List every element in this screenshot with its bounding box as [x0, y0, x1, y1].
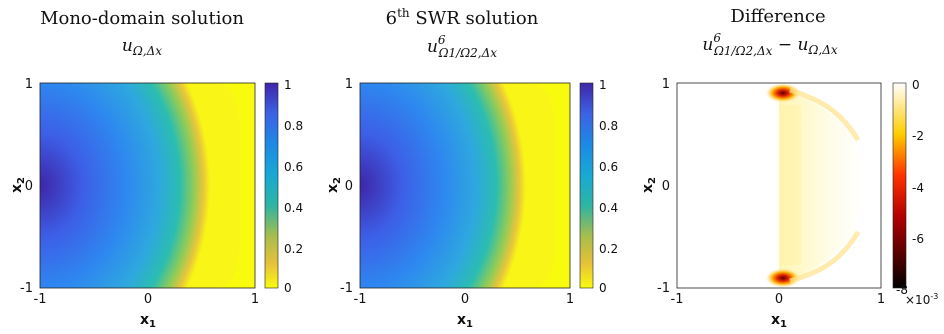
panel3-heatmap: [677, 83, 881, 288]
panel2-xlabel: x1: [457, 312, 473, 330]
x-tick-label: 0: [775, 292, 783, 307]
panel1-colorbar: 1 0.8 0.6 0.4 0.2 0: [264, 78, 303, 295]
x-tick-label: -1: [34, 292, 47, 307]
x-tick-label: 0: [144, 292, 152, 307]
x-tick-label: -1: [671, 292, 684, 307]
panel1-yticks: 1 0 -1: [20, 77, 33, 296]
panel1-xticks: -1 0 1: [34, 292, 260, 307]
panel3-yticks: 1 0 -1: [657, 77, 670, 296]
y-tick-label: -1: [340, 281, 353, 296]
colorbar-tick: -4: [912, 181, 924, 195]
panel2-title: 6th SWR solution: [386, 6, 539, 29]
y-tick-label: 1: [345, 77, 353, 92]
colorbar-tick: 0.6: [284, 160, 303, 174]
panel3-xticks: -1 0 1: [671, 292, 886, 307]
y-tick-label: 0: [345, 179, 353, 194]
panel-swr-solution: 6th SWR solution u6 Ω1/Ω2,Δx -1 0 1 1 0 -…: [325, 6, 618, 330]
colorbar-tick: 0.8: [284, 119, 303, 133]
x-tick-label: 1: [877, 292, 885, 307]
colorbar-tick: -6: [912, 232, 924, 246]
x-tick-label: -1: [354, 292, 367, 307]
colorbar-scale-label: ×10-3: [905, 292, 938, 307]
panel2-subtitle: u6 Ω1/Ω2,Δx: [427, 33, 497, 60]
colorbar-tick: 0.4: [599, 201, 618, 215]
panel2-ylabel: x2: [325, 177, 343, 193]
y-tick-label: 0: [25, 179, 33, 194]
x-tick-label: 1: [566, 292, 574, 307]
panel1-ylabel: x2: [9, 177, 27, 193]
x-tick-label: 0: [461, 292, 469, 307]
y-tick-label: -1: [20, 281, 33, 296]
panel1-subtitle: uΩ,Δx: [122, 36, 162, 58]
panel3-subtitle: u6 Ω1/Ω2,Δx − uΩ,Δx: [702, 31, 838, 58]
colorbar-tick: 0: [599, 281, 607, 295]
colorbar-tick: 0.2: [284, 242, 303, 256]
panel1-xlabel: x1: [140, 312, 156, 330]
colorbar-tick: -2: [912, 129, 924, 143]
panel3-colorbar: 0 -2 -4 -6 -8 ×10-3: [892, 78, 938, 307]
panel-mono-domain: Mono-domain solution uΩ,Δx -1 0 1 1 0 -1…: [9, 8, 303, 330]
panel2-yticks: 1 0 -1: [340, 77, 353, 296]
panel2-xticks: -1 0 1: [354, 292, 575, 307]
panel1-heatmap: [40, 83, 255, 288]
y-tick-label: 0: [662, 179, 670, 194]
panel3-xlabel: x1: [771, 312, 787, 330]
y-tick-label: -1: [657, 281, 670, 296]
y-tick-label: 1: [25, 77, 33, 92]
panel3-title: Difference: [730, 6, 825, 27]
panel2-colorbar: 1 0.8 0.6 0.4 0.2 0: [579, 78, 618, 295]
colorbar-tick: 0: [284, 281, 292, 295]
colorbar-tick: 1: [284, 78, 292, 92]
panel3-ylabel: x2: [640, 177, 658, 193]
panel2-heatmap: [360, 83, 570, 288]
y-tick-label: 1: [662, 77, 670, 92]
x-tick-label: 1: [251, 292, 259, 307]
panel-difference: Difference u6 Ω1/Ω2,Δx − uΩ,Δx -1 0 1 1 0…: [640, 6, 938, 330]
colorbar-tick: 0.2: [599, 242, 618, 256]
panel1-title: Mono-domain solution: [40, 8, 244, 29]
colorbar-tick: -8: [896, 283, 908, 297]
colorbar-tick: 0.6: [599, 160, 618, 174]
colorbar-tick: 0: [912, 78, 920, 92]
colorbar-tick: 0.4: [284, 201, 303, 215]
colorbar-tick: 0.8: [599, 119, 618, 133]
colorbar-tick: 1: [599, 78, 607, 92]
